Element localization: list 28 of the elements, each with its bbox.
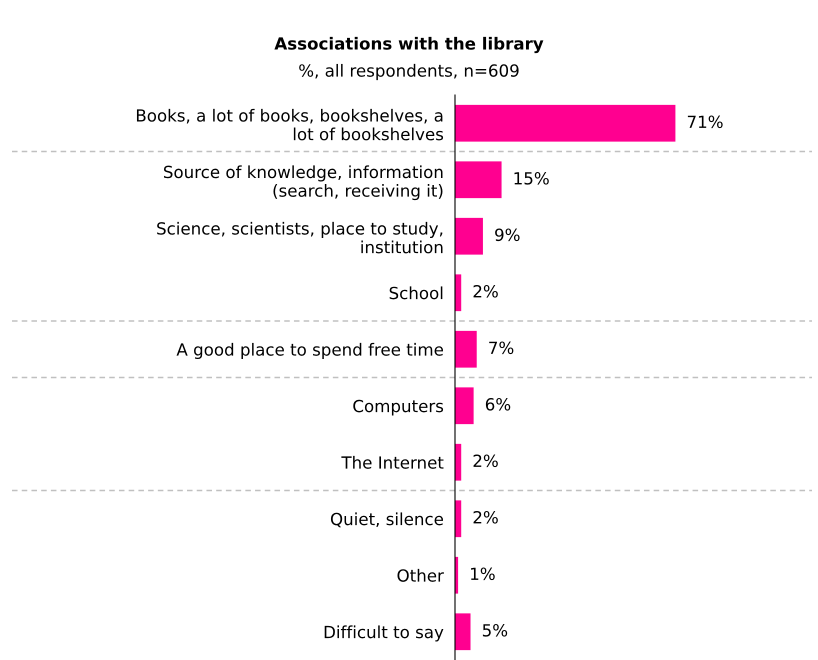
chart-subtitle: %, all respondents, n=609 (299, 64, 519, 80)
bar (455, 104, 676, 142)
y-tick-label: Science, scientists, place to study, institution (157, 222, 442, 254)
y-tick-label: Books, a lot of books, bookshelves, a lot of bookshelves (136, 108, 444, 140)
y-tick-label: Difficult to say (324, 625, 444, 642)
data-label: 15% (514, 172, 549, 185)
bar (455, 330, 477, 368)
data-label: 2% (474, 284, 498, 298)
data-label: 6% (486, 398, 510, 411)
bar (455, 218, 483, 255)
data-label: 1% (471, 567, 495, 580)
data-label: 9% (495, 228, 520, 242)
bar (455, 613, 471, 650)
y-tick-label: Other (398, 568, 444, 582)
y-tick-label: The Internet (341, 456, 444, 469)
data-label: 2% (474, 454, 498, 468)
data-label: 7% (489, 341, 514, 354)
data-label: 71% (688, 115, 723, 128)
y-tick-label: Source of knowledge, information (search, receiving it) (164, 165, 442, 200)
chart-title: Associations with the library (274, 36, 544, 54)
data-label: 2% (474, 510, 498, 524)
y-tick-label: School (390, 286, 442, 300)
bar (455, 161, 502, 198)
y-tick-label: Computers (353, 400, 444, 416)
y-tick-label: Quiet, silence (330, 512, 443, 528)
data-label: 5% (482, 624, 508, 637)
bar (455, 387, 474, 424)
y-tick-label: A good place to spend free time (176, 342, 443, 360)
